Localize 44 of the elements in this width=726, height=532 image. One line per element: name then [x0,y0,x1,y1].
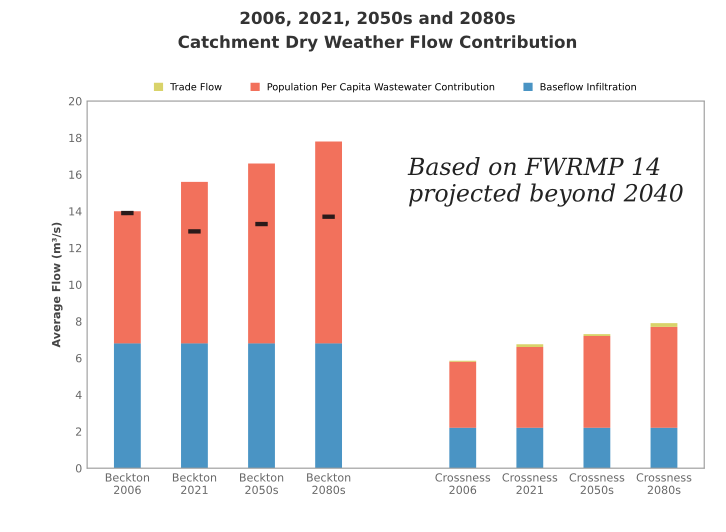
y-tick-label: 20 [68,97,82,106]
x-tick-label: Crossness 2050s [570,473,624,494]
x-tick-label: Beckton 2050s [240,473,284,494]
legend-label: Baseflow Infiltration [540,82,636,90]
bar [114,211,141,344]
chart-subtitle: Catchment Dry Weather Flow Contribution [178,35,576,52]
chart-title: 2006, 2021, 2050s and 2080s [240,11,515,26]
bar [449,428,476,468]
legend-label: Trade Flow [170,82,222,90]
y-tick-label: 14 [69,207,82,216]
y-tick-label: 10 [69,280,82,289]
bar [583,336,610,428]
y-tick-label: 0 [76,464,82,473]
annotation: Based on FWRMP 14 projected beyond 2040 [408,157,683,207]
x-tick-label: Crossness 2080s [636,473,692,494]
y-tick-label: 18 [69,134,82,142]
y-tick-label: 6 [76,354,82,362]
bar [516,344,544,348]
bar [650,326,678,428]
y-tick-label: 2 [76,427,82,436]
x-tick-label: Beckton 2006 [106,473,150,494]
y-tick-label: 8 [76,317,82,326]
bar [650,323,678,327]
bar [114,343,141,468]
bar [315,343,342,468]
bar [583,428,610,468]
x-tick-label: Crossness 2021 [502,473,558,494]
bar [248,343,275,468]
x-tick-label: Beckton 2021 [172,473,216,494]
bar [449,362,476,428]
y-tick-label: 12 [69,244,82,252]
y-tick-label: 4 [76,390,82,399]
bar [181,182,208,344]
bar [315,141,342,344]
y-axis-title: Average Flow (m³/s) [52,222,63,348]
bar [650,428,678,468]
bar [181,343,208,468]
bar [516,347,544,428]
x-tick-label: Beckton 2080s [307,473,350,494]
y-tick-label: 16 [69,170,82,179]
legend-label: Population Per Capita Wastewater Contribution [268,82,494,92]
x-tick-label: Crossness 2006 [435,473,490,494]
bar [516,428,544,468]
bar [248,163,275,344]
